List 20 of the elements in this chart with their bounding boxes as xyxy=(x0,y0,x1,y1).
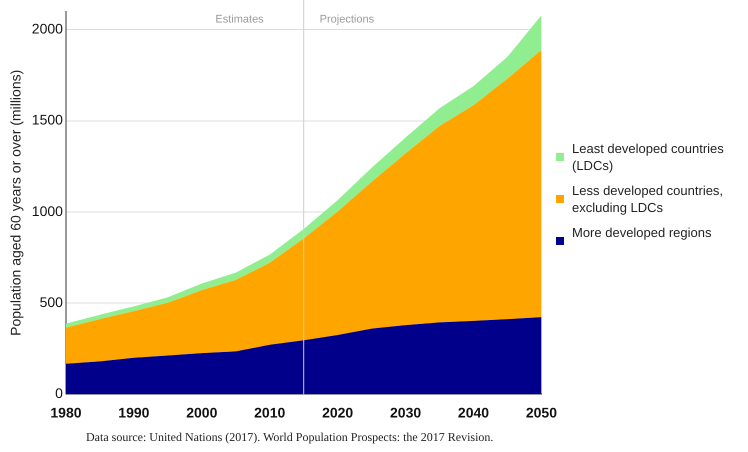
y-tick-label: 1500 xyxy=(32,112,64,128)
legend-label: Least developed countries (LDCs) xyxy=(572,140,725,174)
y-axis-title: Population aged 60 years or over (millions) xyxy=(7,70,24,336)
x-tick-label: 2040 xyxy=(458,404,490,420)
x-tick-label: 2000 xyxy=(186,404,218,420)
annotation: Projections xyxy=(320,13,375,26)
y-tick-label: 1000 xyxy=(32,202,64,219)
x-tick-label: 2030 xyxy=(390,404,422,420)
y-tick-label: 0 xyxy=(55,385,64,402)
x-tick-label: 1990 xyxy=(118,404,150,420)
annotation: Estimates xyxy=(215,13,264,26)
y-tick-label: 500 xyxy=(40,294,64,310)
source-note: Data source: United Nations (2017). World Population Prospects: the 2017 Revision. xyxy=(86,430,494,445)
x-tick-label: 2020 xyxy=(322,404,354,420)
legend-label: Less developed countries, excluding LDCs xyxy=(572,182,724,216)
x-tick-label: 1980 xyxy=(50,404,82,420)
x-tick-label: 2010 xyxy=(254,404,286,420)
x-tick-label: 2050 xyxy=(526,404,558,420)
legend-label: More developed regions xyxy=(572,224,712,241)
y-tick-label: 2000 xyxy=(32,20,64,36)
